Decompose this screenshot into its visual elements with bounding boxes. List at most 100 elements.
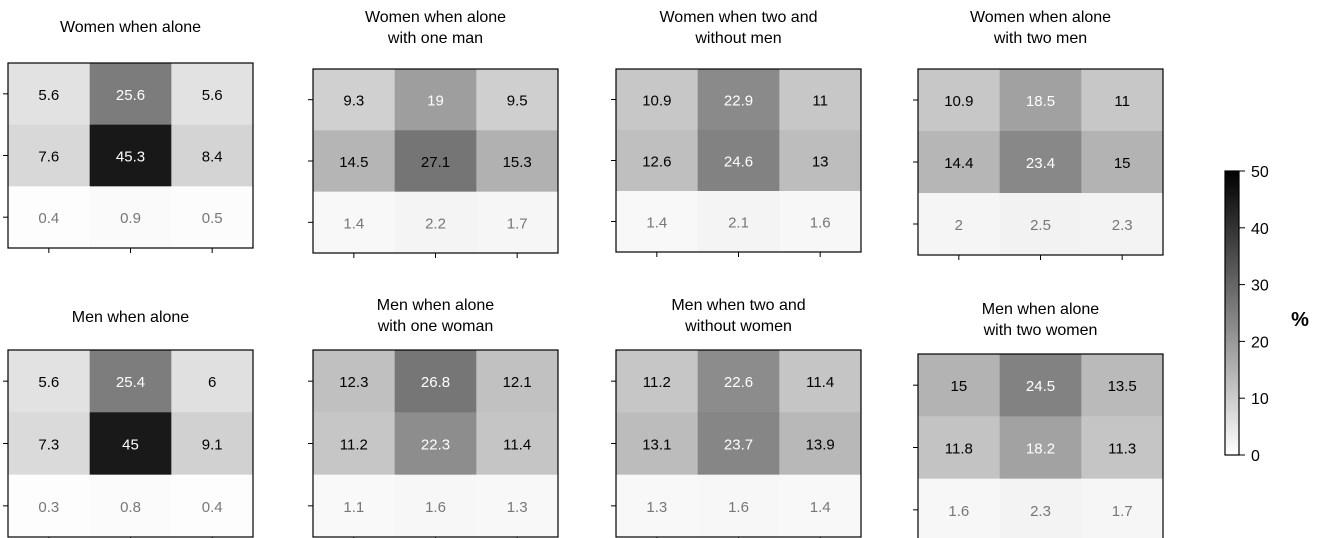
cell-value-label: 0.5 <box>202 210 223 227</box>
cell-value-label: 5.6 <box>38 87 59 104</box>
panel-title: Men when alone <box>72 309 190 326</box>
cell-value-label: 1.6 <box>810 215 831 232</box>
heatmap-cell <box>89 474 172 538</box>
cell-value-label: 1.3 <box>646 499 667 516</box>
cell-value-label: 25.6 <box>116 87 145 104</box>
colorbar-tick-label: 0 <box>1251 448 1260 465</box>
heatmap-cell <box>697 191 780 253</box>
heatmap-cell <box>8 124 91 187</box>
cell-value-label: 13 <box>812 154 829 171</box>
heatmap-cell <box>476 474 559 538</box>
cell-value-label: 11 <box>1114 93 1130 110</box>
panel-title: Women when alone <box>970 9 1111 26</box>
cell-value-label: 9.3 <box>343 93 364 110</box>
heatmap-cell <box>999 193 1082 256</box>
cell-value-label: 27.1 <box>421 154 450 171</box>
cell-value-label: 0.9 <box>120 210 141 227</box>
cell-value-label: 25.4 <box>116 374 145 391</box>
panel-title: Women when alone <box>60 19 201 36</box>
heatmap-cell <box>918 354 1001 417</box>
cell-value-label: 22.6 <box>724 374 753 391</box>
cell-value-label: 26.8 <box>421 374 450 391</box>
heatmap-cell <box>918 131 1001 194</box>
heatmap-cell <box>697 69 780 131</box>
colorbar-label: % <box>1291 309 1309 331</box>
heatmap-cell <box>779 350 862 413</box>
cell-value-label: 45.3 <box>116 149 145 166</box>
colorbar-tick-label: 20 <box>1251 334 1269 351</box>
heatmap-cell <box>8 63 91 126</box>
cell-value-label: 12.3 <box>339 374 368 391</box>
heatmap-cell <box>394 412 477 476</box>
panel-title: Women when alone <box>365 9 506 26</box>
cell-value-label: 9.5 <box>507 93 528 110</box>
heatmap-cell <box>697 412 780 476</box>
cell-value-label: 0.3 <box>38 499 59 516</box>
colorbar-frame <box>1224 170 1240 456</box>
panel-title: with two men <box>993 30 1087 47</box>
heatmap-cell <box>171 474 254 538</box>
heatmap-cell <box>476 130 559 193</box>
heatmap-cell <box>89 350 172 413</box>
cell-value-label: 13.5 <box>1108 378 1137 395</box>
cell-value-label: 1.6 <box>948 503 969 520</box>
heatmap-cell <box>171 412 254 476</box>
cell-value-label: 2 <box>955 217 963 234</box>
heatmap-cell <box>394 191 477 254</box>
cell-value-label: 1.6 <box>425 499 446 516</box>
heatmap-cell <box>89 186 172 249</box>
cell-value-label: 18.5 <box>1026 93 1055 110</box>
heatmap-cell <box>171 350 254 413</box>
panel-title: Men when two and <box>671 297 805 314</box>
cell-value-label: 15.3 <box>503 154 532 171</box>
cell-value-label: 0.4 <box>202 499 223 516</box>
heatmap-cell <box>1081 131 1164 194</box>
cell-value-label: 24.5 <box>1026 378 1055 395</box>
panel-title: Men when alone <box>982 301 1100 318</box>
cell-value-label: 8.4 <box>202 149 223 166</box>
heatmap-cell <box>779 191 862 253</box>
heatmap-cell <box>697 350 780 413</box>
cell-value-label: 12.1 <box>503 374 532 391</box>
heatmap-cell <box>697 130 780 192</box>
cell-value-label: 24.6 <box>724 154 753 171</box>
heatmap-cell <box>171 63 254 126</box>
heatmap-cell <box>89 63 172 126</box>
cell-value-label: 22.9 <box>724 93 753 110</box>
heatmap-cell <box>476 412 559 476</box>
heatmap-cell <box>999 478 1082 538</box>
heatmap-cell <box>616 474 699 538</box>
panel-title: Men when alone <box>377 297 495 314</box>
cell-value-label: 7.6 <box>38 149 59 166</box>
colorbar-tick-label: 40 <box>1251 221 1269 238</box>
cell-value-label: 11.2 <box>340 437 368 454</box>
cell-value-label: 11 <box>812 93 828 110</box>
cell-value-label: 1.1 <box>343 499 364 516</box>
heatmap-cell <box>918 193 1001 256</box>
cell-value-label: 13.9 <box>806 437 835 454</box>
cell-value-label: 15 <box>1114 155 1131 172</box>
heatmap-cell <box>313 69 396 131</box>
heatmap-cell <box>89 412 172 476</box>
cell-value-label: 11.8 <box>945 441 973 458</box>
panel-title: without men <box>694 30 781 47</box>
cell-value-label: 13.1 <box>642 437 671 454</box>
heatmap-cell <box>616 412 699 476</box>
heatmap-cell <box>918 416 1001 480</box>
heatmap-cell <box>8 186 91 249</box>
heatmap-cell <box>999 354 1082 417</box>
heatmap-cell <box>616 191 699 253</box>
cell-value-label: 23.7 <box>724 437 753 454</box>
heatmap-cell <box>313 412 396 476</box>
heatmap-cell <box>476 350 559 413</box>
panel-title: Women when two and <box>659 9 817 26</box>
cell-value-label: 14.4 <box>944 155 973 172</box>
heatmap-cell <box>313 130 396 193</box>
panel-title: with two women <box>983 322 1098 339</box>
cell-value-label: 14.5 <box>339 154 368 171</box>
cell-value-label: 11.4 <box>503 437 531 454</box>
cell-value-label: 18.2 <box>1026 441 1055 458</box>
heatmap-cell <box>171 186 254 249</box>
colorbar-tick-label: 10 <box>1251 391 1269 408</box>
heatmap-cell <box>779 474 862 538</box>
